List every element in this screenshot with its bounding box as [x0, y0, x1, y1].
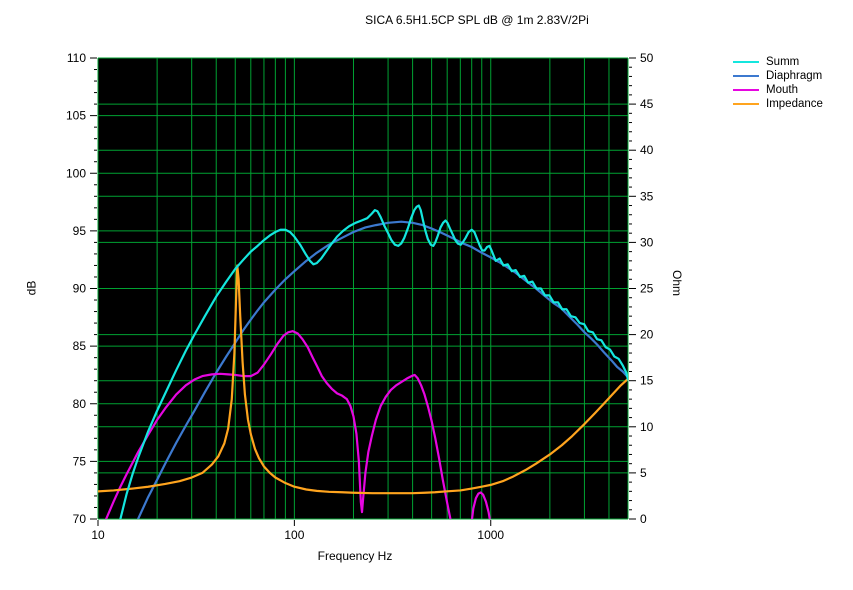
svg-text:100: 100 [284, 528, 304, 542]
svg-text:85: 85 [73, 339, 87, 353]
svg-text:25: 25 [640, 282, 654, 296]
svg-text:45: 45 [640, 97, 654, 111]
right-axis-label: Ohm [670, 269, 685, 297]
svg-text:50: 50 [640, 51, 654, 65]
svg-text:90: 90 [73, 282, 87, 296]
svg-text:40: 40 [640, 143, 654, 157]
svg-text:95: 95 [73, 224, 87, 238]
svg-text:15: 15 [640, 374, 654, 388]
svg-text:10: 10 [91, 528, 105, 542]
legend-item-diaphragm: Diaphragm [733, 69, 823, 83]
svg-text:20: 20 [640, 328, 654, 342]
legend-label-mouth: Mouth [766, 84, 798, 96]
svg-text:1000: 1000 [477, 528, 504, 542]
left-axis-label: dB [24, 280, 39, 296]
legend-label-diaphragm: Diaphragm [766, 70, 823, 82]
mouth-line-swatch [733, 89, 759, 91]
legend-item-mouth: Mouth [733, 83, 823, 97]
svg-text:5: 5 [640, 466, 647, 480]
summ-line-swatch [733, 61, 759, 63]
svg-text:30: 30 [640, 235, 654, 249]
chart-title: SICA 6.5H1.5CP SPL dB @ 1m 2.83V/2Pi [365, 13, 589, 27]
svg-text:10: 10 [640, 420, 654, 434]
svg-text:100: 100 [66, 166, 86, 180]
legend: Summ Diaphragm Mouth Impedance [733, 55, 823, 111]
svg-text:110: 110 [67, 51, 86, 65]
svg-text:105: 105 [66, 109, 86, 123]
svg-text:75: 75 [73, 454, 87, 468]
legend-item-impedance: Impedance [733, 97, 823, 111]
svg-text:0: 0 [640, 512, 647, 526]
svg-text:80: 80 [73, 397, 87, 411]
legend-item-summ: Summ [733, 55, 823, 69]
legend-label-summ: Summ [766, 56, 800, 68]
svg-text:35: 35 [640, 189, 654, 203]
legend-label-impedance: Impedance [766, 98, 823, 110]
svg-text:70: 70 [73, 512, 87, 526]
x-axis-label: Frequency Hz [317, 549, 393, 563]
diaphragm-line-swatch [733, 75, 759, 77]
impedance-line-swatch [733, 103, 759, 105]
